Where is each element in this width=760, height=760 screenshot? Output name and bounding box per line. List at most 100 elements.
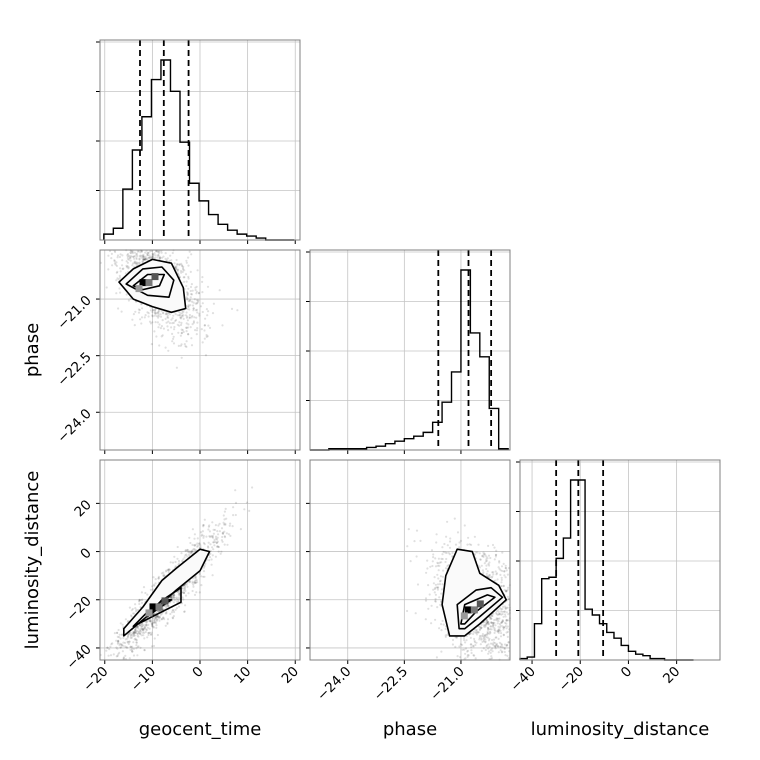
scatter-point (171, 251, 174, 255)
scatter-point (187, 287, 190, 290)
scatter-point (160, 256, 164, 259)
scatter-point (464, 657, 467, 660)
scatter-point (107, 654, 110, 657)
scatter-point (162, 312, 165, 315)
scatter-point (213, 544, 216, 547)
scatter-point (121, 623, 124, 626)
scatter-point (170, 611, 174, 614)
scatter-point (133, 638, 136, 641)
scatter-point (134, 629, 137, 632)
scatter-point (458, 541, 461, 544)
scatter-point (426, 559, 429, 562)
scatter-point (428, 593, 431, 596)
scatter-point (475, 630, 478, 633)
scatter-point (160, 618, 163, 621)
scatter-point (134, 603, 137, 606)
x-tick-label-geocent-time: −10 (128, 664, 159, 695)
scatter-point (220, 550, 223, 553)
scatter-point (419, 539, 422, 543)
x-tick-label-luminosity-distance: −20 (556, 664, 587, 695)
scatter-point (183, 269, 186, 272)
scatter-point (189, 270, 192, 273)
scatter-point (448, 553, 451, 556)
density-peak-cell-1 (149, 603, 157, 611)
scatter-point (496, 630, 499, 633)
scatter-point (504, 606, 507, 610)
scatter-point (501, 620, 505, 623)
scatter-point (178, 310, 181, 314)
scatter-point (191, 551, 194, 554)
scatter-point (182, 598, 185, 601)
scatter-point (495, 609, 499, 613)
scatter-point (131, 633, 134, 636)
scatter-point (215, 538, 219, 541)
scatter-point (122, 636, 125, 640)
scatter-point (193, 298, 196, 301)
scatter-point (154, 308, 157, 311)
scatter-point (175, 607, 178, 610)
scatter-point (133, 260, 136, 263)
scatter-point (223, 543, 226, 546)
scatter-point (189, 541, 192, 545)
scatter-point (494, 570, 497, 573)
scatter-point (105, 649, 108, 652)
scatter-point (171, 617, 175, 620)
scatter-point (202, 534, 205, 538)
scatter-point (185, 326, 188, 329)
scatter-point (173, 596, 176, 599)
scatter-point (488, 564, 491, 567)
scatter-point (485, 572, 488, 576)
scatter-point (152, 253, 155, 256)
scatter-point (163, 575, 166, 578)
scatter-point (138, 600, 141, 603)
scatter-point (176, 270, 179, 273)
scatter-point (188, 316, 191, 319)
scatter-point (185, 259, 188, 262)
scatter-point (121, 259, 124, 262)
scatter-point (118, 651, 121, 655)
scatter-point (144, 591, 147, 595)
scatter-point (159, 256, 162, 260)
scatter-point (187, 323, 190, 326)
scatter-point (165, 606, 168, 609)
scatter-point (132, 641, 135, 644)
scatter-point (165, 312, 168, 316)
scatter-point (490, 576, 493, 579)
scatter-point (186, 307, 189, 311)
scatter-point (136, 250, 139, 253)
scatter-point (126, 255, 129, 258)
scatter-point (196, 581, 199, 584)
scatter-point (138, 624, 141, 627)
scatter-point (211, 536, 215, 539)
scatter-point (116, 631, 119, 635)
scatter-point (196, 542, 199, 545)
scatter-point (178, 314, 182, 317)
scatter-point (114, 263, 117, 266)
scatter-point (504, 589, 507, 593)
scatter-point (436, 606, 439, 609)
scatter-point (182, 330, 185, 334)
scatter-point (148, 631, 151, 634)
scatter-point (213, 528, 217, 532)
scatter-point (140, 601, 144, 605)
scatter-point (218, 522, 221, 525)
scatter-point (502, 584, 505, 587)
scatter-point (140, 303, 143, 306)
x-tick-label-luminosity-distance: −40 (507, 664, 538, 695)
scatter-point (155, 250, 158, 253)
scatter-point (196, 321, 199, 324)
scatter-point (453, 517, 456, 520)
panel-frame (519, 459, 721, 661)
scatter-point (119, 637, 122, 640)
scatter-point (155, 335, 158, 338)
scatter-point (447, 564, 450, 567)
scatter-point (120, 643, 123, 646)
scatter-point (109, 654, 113, 657)
scatter-point (166, 312, 169, 315)
scatter-point (152, 255, 155, 258)
scatter-point (124, 654, 127, 657)
panel-frame (99, 39, 301, 241)
scatter-point (434, 597, 437, 601)
scatter-point (464, 652, 467, 655)
scatter-point (463, 648, 466, 651)
